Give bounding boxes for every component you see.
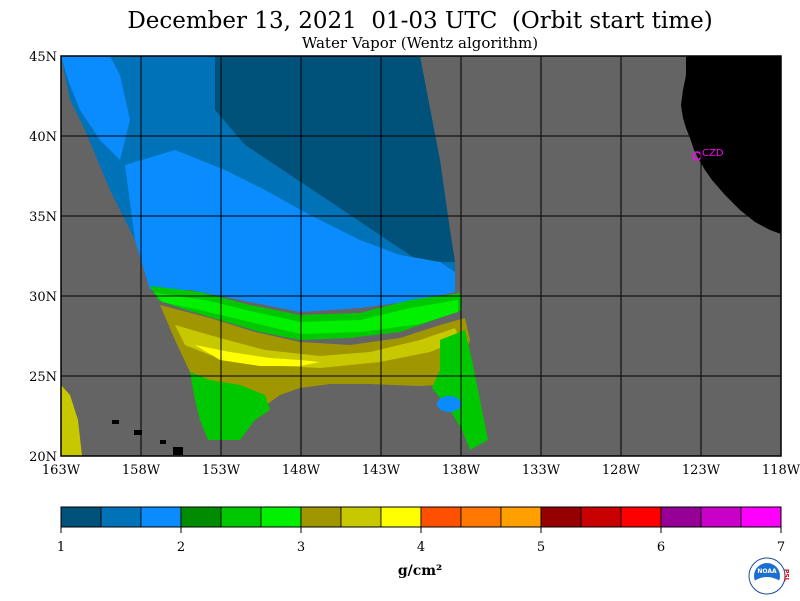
colorbar-swatch — [460, 506, 502, 528]
colorbar-swatch — [180, 506, 222, 528]
map-subtitle: Water Vapor (Wentz algorithm) — [301, 34, 539, 52]
colorbar-swatch — [740, 506, 782, 528]
swath-region-top-blue — [61, 56, 130, 160]
colorbar-tick-label: 3 — [297, 540, 305, 555]
latitude-labels: 45N 40N 35N 30N 25N 20N — [29, 50, 57, 465]
colorbar-tick-labels: 1 2 3 4 5 6 7 — [57, 527, 785, 555]
longitude-labels: 163W 158W 153W 148W 143W 138W 133W 128W 123W 118W — [42, 463, 800, 478]
noaa-logo-wave — [754, 577, 780, 589]
colorbar-swatch — [380, 506, 422, 528]
colorbar-swatch — [580, 506, 622, 528]
lon-tick-label: 123W — [682, 463, 721, 478]
colorbar-swatch — [420, 506, 462, 528]
colorbar-swatch — [100, 506, 142, 528]
colorbar-tick-label: 4 — [417, 540, 425, 555]
swath-region-south-green — [190, 372, 270, 440]
swath-region-blue-blob — [437, 396, 461, 412]
lon-tick-label: 118W — [762, 463, 800, 478]
psl-logo-text: PSL — [783, 569, 790, 582]
colorbar — [60, 506, 782, 528]
colorbar-tick-label: 6 — [657, 540, 665, 555]
lon-tick-label: 158W — [122, 463, 161, 478]
colorbar-swatch — [340, 506, 382, 528]
colorbar-swatch — [500, 506, 542, 528]
swath-region-yellow — [195, 345, 320, 366]
station-label: CZD — [702, 148, 724, 159]
colorbar-swatch — [140, 506, 182, 528]
noaa-logo-text: NOAA — [757, 568, 777, 575]
lon-tick-label: 128W — [602, 463, 641, 478]
swath-region-left-edge-yellow — [61, 385, 82, 456]
lat-tick-label: 25N — [29, 370, 57, 385]
colorbar-swatch — [260, 506, 302, 528]
swath-region-bright-green — [155, 293, 458, 334]
lon-tick-label: 163W — [42, 463, 81, 478]
map-panel: CZD — [60, 55, 782, 457]
colorbar-tick-label: 5 — [537, 540, 545, 555]
colorbar-swatch — [300, 506, 342, 528]
map-title: December 13, 2021 01-03 UTC (Orbit start… — [127, 8, 713, 34]
colorbar-swatch — [60, 506, 102, 528]
colorbar-swatch — [620, 506, 662, 528]
swath-region-dark-blue — [215, 56, 455, 262]
lon-tick-label: 143W — [362, 463, 401, 478]
lat-tick-label: 45N — [29, 50, 57, 65]
lat-tick-label: 40N — [29, 130, 57, 145]
land-hawaii — [112, 420, 183, 455]
land-north-america — [681, 56, 781, 234]
lon-tick-label: 138W — [442, 463, 481, 478]
colorbar-tick-label: 2 — [177, 540, 185, 555]
colorbar-tick-label: 1 — [57, 540, 65, 555]
lat-tick-label: 30N — [29, 290, 57, 305]
colorbar-swatch — [660, 506, 702, 528]
water-vapor-swath — [61, 56, 488, 450]
lon-tick-label: 148W — [282, 463, 321, 478]
lon-tick-label: 153W — [202, 463, 241, 478]
colorbar-swatch — [540, 506, 582, 528]
colorbar-tick-label: 7 — [777, 540, 785, 555]
swath-region-bright-blue — [125, 150, 455, 312]
map-frame — [60, 55, 782, 457]
colorbar-unit: g/cm² — [397, 563, 443, 579]
lat-tick-label: 20N — [29, 450, 57, 465]
colorbar-swatch — [700, 506, 742, 528]
swath-region-southeast-green — [432, 330, 488, 450]
lat-tick-label: 35N — [29, 210, 57, 225]
colorbar-swatch — [220, 506, 262, 528]
lon-tick-label: 133W — [522, 463, 561, 478]
noaa-logo: NOAA PSL — [748, 555, 790, 597]
